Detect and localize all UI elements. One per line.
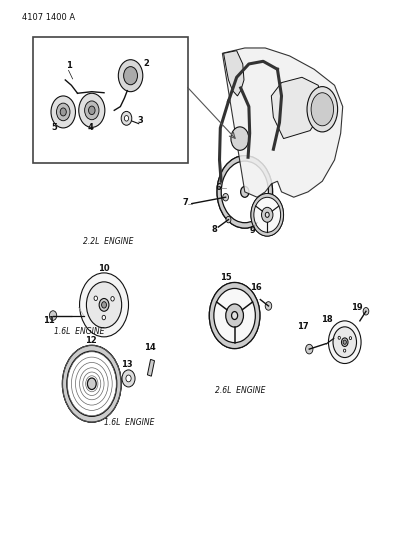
Text: 15: 15 [220,273,231,282]
Circle shape [328,321,361,364]
Text: 1: 1 [66,61,71,70]
Circle shape [94,296,98,301]
Text: 1.6L  ENGINE: 1.6L ENGINE [54,327,105,336]
Text: 17: 17 [297,322,308,331]
Circle shape [343,340,346,344]
Circle shape [49,311,57,320]
Text: 9: 9 [250,226,255,235]
Circle shape [102,302,106,308]
Text: 3: 3 [138,116,144,125]
Circle shape [121,111,132,125]
Circle shape [51,96,75,128]
Text: 10: 10 [98,264,110,273]
Text: 4107 1400 A: 4107 1400 A [22,13,75,22]
Circle shape [241,187,249,197]
Text: 2.6L  ENGINE: 2.6L ENGINE [215,386,266,395]
Circle shape [363,308,369,315]
Circle shape [349,337,352,340]
Text: 19: 19 [351,303,363,312]
Circle shape [79,93,105,127]
Circle shape [86,282,122,328]
Circle shape [226,216,231,223]
Circle shape [231,127,249,150]
Circle shape [209,282,260,349]
Text: 11: 11 [43,316,55,325]
Circle shape [80,273,129,337]
Circle shape [341,338,348,346]
Circle shape [124,67,137,85]
Circle shape [60,108,66,116]
Bar [33,37,188,163]
Text: 13: 13 [121,360,132,369]
Circle shape [265,212,269,217]
Circle shape [124,116,129,121]
Circle shape [84,101,99,120]
Circle shape [262,207,273,222]
Text: 12: 12 [85,336,96,345]
Text: 4: 4 [88,123,93,132]
Ellipse shape [311,93,334,126]
Ellipse shape [307,86,338,132]
Circle shape [111,296,114,301]
Circle shape [56,103,70,121]
Wedge shape [217,156,273,228]
Text: 18: 18 [321,316,332,325]
Circle shape [126,375,131,382]
Text: 8: 8 [211,225,217,234]
Text: 5: 5 [51,123,57,132]
Wedge shape [62,345,121,422]
Polygon shape [222,48,343,197]
Circle shape [306,344,313,354]
Circle shape [223,193,228,201]
Text: 16: 16 [251,283,262,292]
Circle shape [338,336,340,340]
Circle shape [118,60,143,92]
Circle shape [265,302,272,310]
Text: 2: 2 [144,59,149,68]
Circle shape [232,312,237,319]
Polygon shape [271,77,322,139]
Circle shape [251,193,284,236]
Polygon shape [224,51,244,96]
Circle shape [102,316,106,320]
Circle shape [226,304,244,327]
Circle shape [122,370,135,387]
Text: 7: 7 [183,198,188,207]
Wedge shape [251,193,284,236]
Circle shape [87,378,96,390]
Polygon shape [147,359,155,376]
Text: 1.6L  ENGINE: 1.6L ENGINE [104,418,155,427]
Text: 6: 6 [215,183,221,192]
Text: 2.2L  ENGINE: 2.2L ENGINE [83,237,133,246]
Circle shape [99,298,109,311]
Circle shape [333,327,357,358]
Text: 14: 14 [144,343,156,352]
Circle shape [344,349,346,352]
Circle shape [89,106,95,115]
Wedge shape [209,282,260,349]
